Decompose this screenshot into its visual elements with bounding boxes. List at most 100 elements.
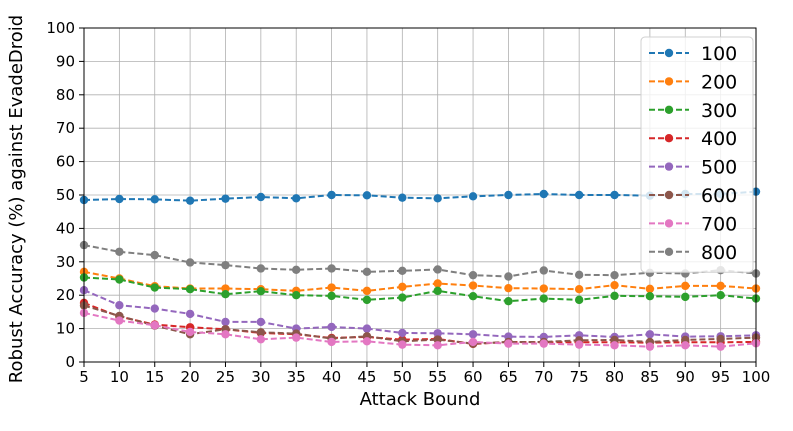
data-point [645,330,655,339]
y-tick-label: 80 [56,86,75,104]
data-point [115,247,124,256]
y-axis-label: Robust Accuracy (%) against EvadeDroid [6,15,27,383]
x-tick-label: 75 [570,368,589,386]
legend-label: 400 [701,128,737,150]
data-point [433,286,442,296]
data-point [115,301,124,310]
data-point [115,194,124,204]
data-point [185,309,195,319]
data-point [433,265,442,274]
data-point [185,196,195,205]
series-700 [79,308,761,351]
data-point [681,341,690,350]
data-point [327,264,336,273]
data-point [610,280,619,290]
data-point [468,292,478,301]
data-point [539,266,548,275]
data-point [504,283,513,293]
legend-label: 100 [701,43,737,65]
data-point [292,194,301,203]
legend-box [640,36,754,273]
data-point [433,341,442,350]
data-point [398,293,407,302]
data-point [645,292,655,301]
data-point [610,190,619,200]
legend-marker [664,162,674,171]
data-point [362,337,372,346]
data-point [645,342,655,351]
data-point [150,195,159,204]
x-tick-label: 80 [605,368,624,386]
data-point [716,281,725,291]
data-point [221,317,230,327]
x-tick-label: 15 [145,368,164,386]
data-point [256,317,266,327]
series-line [83,301,757,345]
data-point [256,192,266,202]
data-point [468,337,478,347]
data-point [327,291,336,301]
y-tick-label: 40 [56,219,75,237]
data-point [610,270,619,280]
legend-label: 200 [701,71,737,93]
legend-label: 600 [701,185,737,207]
data-point [398,340,407,349]
data-point [433,329,442,338]
y-tick-label: 100 [46,19,75,37]
y-tick-label: 70 [56,119,75,137]
y-tick-label: 10 [56,320,75,338]
data-point [574,190,584,200]
data-point [433,194,442,203]
series-line [83,270,757,292]
legend-marker [664,190,674,200]
data-point [221,194,230,203]
data-point [610,291,619,301]
data-point [539,284,548,293]
x-tick-label: 50 [393,368,412,386]
ticks: 5 10 15 20 25 30 35 40 45 50 55 60 65 70 75 80 85 90 95 100… [46,19,770,386]
series-layer [79,187,761,351]
data-point [362,286,372,296]
y-tick-label: 60 [56,153,75,171]
data-point [398,282,407,292]
legend-marker [664,247,674,256]
data-point [539,339,548,348]
data-point [398,193,407,202]
data-point [185,284,195,294]
data-point [362,295,372,305]
data-point [504,339,513,348]
data-point [221,260,230,270]
x-tick-label: 90 [676,368,695,386]
series-300 [79,273,761,306]
series-line [83,304,757,345]
legend-label: 700 [701,213,737,235]
data-point [292,265,301,275]
x-tick-label: 10 [110,368,129,386]
legend-label: 300 [701,100,737,122]
data-point [362,267,372,277]
data-point [574,340,584,349]
data-point [362,324,372,333]
data-point [150,283,159,292]
data-point [716,342,725,351]
x-tick-label: 20 [181,368,200,386]
data-point [221,330,230,339]
data-point [539,294,548,303]
data-point [150,321,159,330]
data-point [433,279,442,288]
x-tick-label: 60 [464,368,483,386]
x-tick-label: 40 [322,368,341,386]
legend: 100 200 300 400 500 600 700 800 [640,36,754,273]
data-point [256,335,266,344]
legend-marker [664,219,674,228]
series-line [83,311,757,348]
series-line [83,244,757,278]
data-point [115,316,124,325]
data-point [327,190,336,200]
data-point [681,281,690,291]
series-600 [79,301,761,348]
data-point [327,322,336,332]
data-point [468,281,478,290]
data-point [362,191,372,200]
